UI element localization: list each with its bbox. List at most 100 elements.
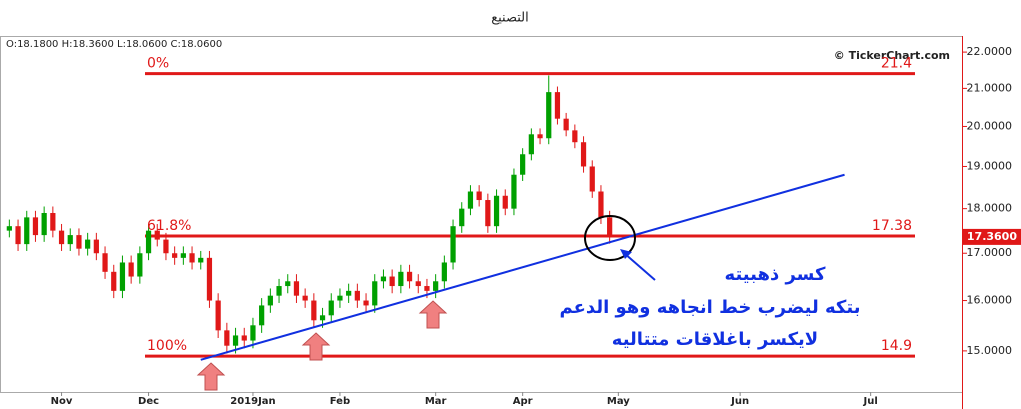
candle-body: [607, 217, 613, 237]
y-tick-label: 22.0000: [967, 45, 1013, 58]
candle-body: [520, 154, 526, 175]
candle-body: [546, 92, 552, 139]
annotation: بتكه ليضرب خط انجاهه وهو الدعم: [560, 297, 861, 318]
candle-body: [41, 212, 47, 236]
fib-value: 17.38: [872, 218, 912, 234]
candle-body: [215, 300, 221, 331]
y-tick-label: 15.0000: [967, 344, 1013, 357]
candle-body: [554, 92, 561, 119]
trendline: [200, 173, 845, 361]
candle-body: [406, 271, 413, 282]
annotation: لايكسر باغلاقات متتاليه: [612, 329, 818, 350]
candle-body: [328, 300, 334, 316]
candle-body: [145, 230, 152, 254]
y-tick-label: 20.0000: [967, 119, 1013, 132]
highlight-circle: [584, 215, 636, 261]
source: © TickerChart.com: [834, 49, 950, 62]
candle-body: [319, 315, 326, 321]
chart-title: التصنيع: [491, 11, 529, 26]
x-tick-label: Nov: [51, 396, 73, 407]
candle-body: [424, 286, 430, 291]
x-tick-label: 2019Jan: [230, 396, 275, 407]
candle-body: [189, 253, 195, 263]
candle-body: [354, 290, 360, 301]
y-tick-label: 16.0000: [967, 294, 1013, 307]
candle-body: [502, 195, 508, 209]
candle-body: [572, 130, 578, 143]
candle-body: [380, 276, 387, 282]
candle-body: [346, 290, 352, 296]
last-price-label: 17.3600: [967, 230, 1017, 243]
annotation: كسر ذهبيته: [725, 264, 826, 285]
candle-body: [250, 325, 256, 341]
candle-body: [276, 286, 282, 296]
x-tick-label: Apr: [513, 396, 533, 407]
candle-body: [528, 134, 534, 155]
y-tick-label: 17.0000: [967, 246, 1013, 259]
candle-body: [154, 230, 160, 240]
candle-body: [415, 281, 421, 287]
candle-body: [293, 281, 300, 296]
candle-body: [459, 208, 465, 227]
candle-body: [285, 281, 291, 287]
pointer-arrow: [623, 252, 656, 281]
candle-body: [206, 257, 213, 301]
candle-body: [450, 226, 456, 263]
candle-body: [337, 295, 343, 301]
candle-body: [259, 305, 265, 326]
candle-body: [598, 191, 604, 218]
candle-body: [433, 281, 439, 291]
candle-body: [67, 235, 73, 245]
fib-value: 14.9: [881, 338, 912, 354]
candle-body: [32, 217, 39, 236]
up-arrow: [301, 332, 331, 361]
y-tick-label: 19.0000: [967, 159, 1013, 172]
last-price-box: [963, 228, 1021, 245]
candle-body: [372, 281, 378, 306]
up-arrow: [418, 300, 448, 329]
candle-body: [172, 253, 178, 258]
up-arrow: [196, 362, 226, 391]
candle-body: [119, 262, 126, 291]
candle-body: [102, 253, 108, 272]
fib-label: 100%: [147, 338, 187, 354]
candle-body: [311, 300, 317, 321]
ohlc-info: O:18.1800 H:18.3600 L:18.0600 C:18.0600: [6, 39, 222, 50]
candle-body: [180, 253, 186, 258]
x-tick-label: Feb: [330, 396, 350, 407]
candle-body: [76, 235, 82, 249]
x-tick-label: Jun: [730, 396, 749, 407]
candle-body: [589, 166, 595, 192]
fib-value: 21.4: [881, 56, 912, 72]
candle-body: [537, 134, 543, 139]
pointer-head: [620, 249, 632, 259]
candle-body: [389, 276, 395, 287]
candle-body: [198, 257, 204, 263]
candle-body: [24, 217, 30, 245]
candle-body: [241, 335, 247, 341]
candle-body: [163, 239, 169, 254]
x-tick-label: Dec: [138, 396, 159, 407]
candle-body: [363, 300, 369, 306]
candle-body: [485, 200, 491, 227]
candle-body: [15, 226, 21, 245]
candle-body: [128, 262, 134, 277]
candle-body: [58, 230, 65, 245]
x-tick-label: May: [607, 396, 630, 407]
candle-body: [232, 335, 239, 346]
candle-body: [467, 191, 474, 209]
arrows: [196, 300, 448, 391]
candle-body: [511, 174, 517, 209]
x-tick-label: Jul: [863, 396, 878, 407]
fib-label: 61.8%: [147, 218, 191, 234]
candle-body: [111, 271, 117, 291]
candle-body: [224, 330, 230, 346]
y-tick-label: 21.0000: [967, 81, 1013, 94]
candle-body: [137, 253, 143, 277]
candle-body: [563, 118, 569, 131]
x-tick-label: Mar: [425, 396, 447, 407]
candle-body: [302, 295, 308, 301]
